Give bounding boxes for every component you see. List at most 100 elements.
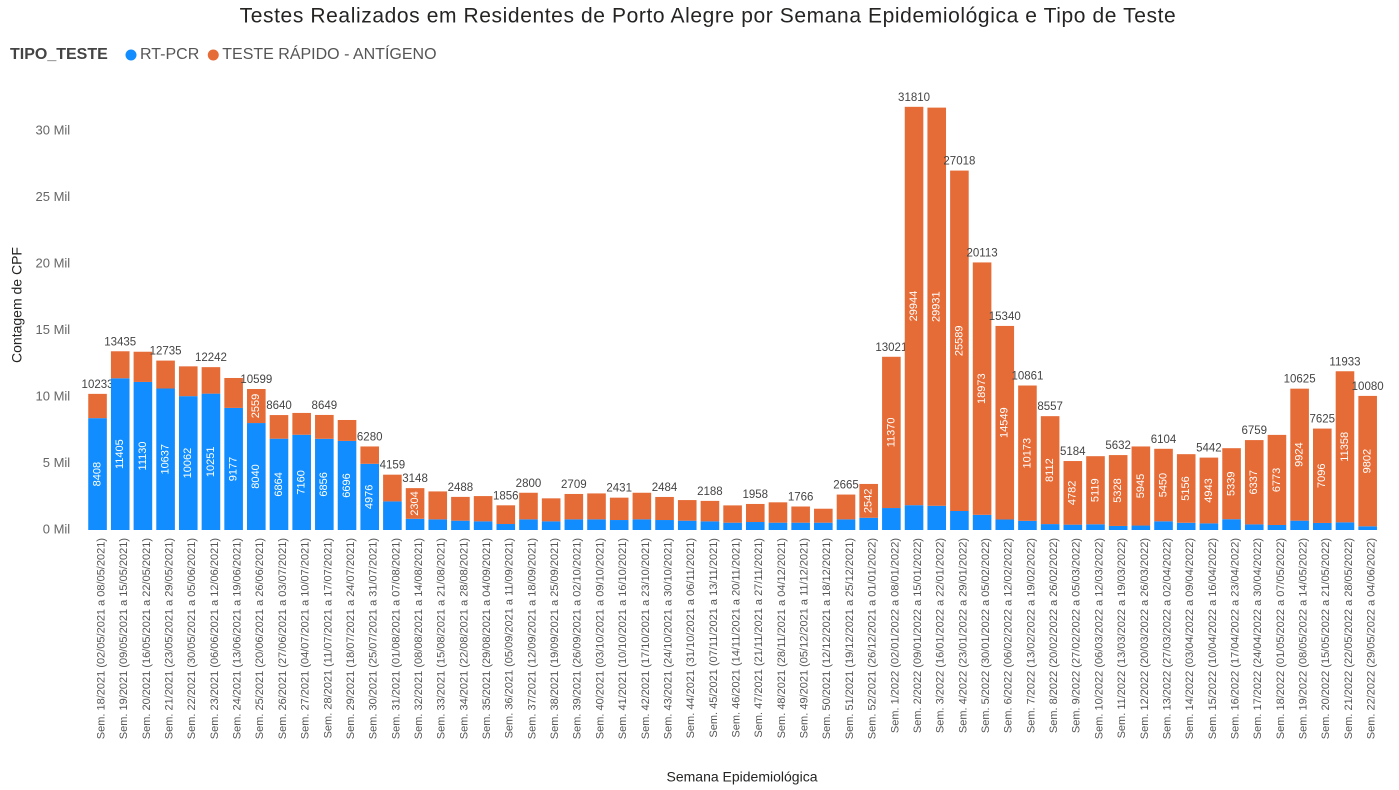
bar-segment <box>723 522 742 530</box>
total-label: 2484 <box>652 482 678 494</box>
bar-segment <box>1063 524 1083 530</box>
x-tick-label: Sem. 48/2021 (28/11/2021 a 04/12/2021) <box>776 538 788 738</box>
bar-segment <box>337 419 357 441</box>
bar-segment <box>1154 448 1173 522</box>
bar-segment <box>609 520 629 530</box>
bar-segment <box>745 503 765 523</box>
data-label: 8112 <box>1044 458 1056 482</box>
bar-segment <box>995 519 1015 530</box>
x-tick-label: Sem. 19/2021 (09/05/2021 a 15/05/2021) <box>118 538 130 739</box>
legend-title: TIPO_TESTE <box>10 46 108 63</box>
bar-segment <box>201 393 221 530</box>
data-label: 10251 <box>205 447 217 478</box>
data-label: 10637 <box>159 444 171 475</box>
total-label: 2709 <box>561 479 587 491</box>
bar-segment <box>88 418 107 530</box>
total-label: 10599 <box>240 374 272 386</box>
bar-segment <box>814 522 833 530</box>
bar-segment <box>927 505 947 530</box>
bar-segment <box>247 423 266 530</box>
data-label: 5339 <box>1225 471 1237 495</box>
bar-segment <box>1040 524 1060 530</box>
x-tick-label: Sem. 36/2021 (05/09/2021 a 11/09/2021) <box>504 538 516 738</box>
total-label: 15340 <box>989 311 1021 323</box>
data-label: 6856 <box>318 472 330 496</box>
bar-segment <box>859 483 878 518</box>
x-tick-label: Sem. 41/2021 (10/10/2021 a 16/10/2021) <box>617 538 629 739</box>
x-tick-label: Sem. 33/2021 (15/08/2021 a 21/08/2021) <box>436 538 448 739</box>
bar-segment <box>360 446 380 464</box>
total-label: 20113 <box>967 247 998 259</box>
legend-marker <box>125 49 137 61</box>
bar-segment <box>1335 522 1355 530</box>
data-label: 6696 <box>341 473 353 497</box>
total-label: 8640 <box>266 400 292 412</box>
bar-segment <box>927 107 947 506</box>
data-label: 6337 <box>1248 470 1260 494</box>
data-label: 5328 <box>1112 478 1124 502</box>
bar-segment <box>1199 457 1219 524</box>
data-label: 9177 <box>228 457 240 481</box>
x-tick-label: Sem. 39/2021 (26/09/2021 a 02/10/2021) <box>572 538 584 739</box>
x-tick-label: Sem. 51/2021 (19/12/2021 a 25/12/2021) <box>844 538 856 739</box>
bar-segment <box>428 491 448 520</box>
bar-segment <box>156 388 175 530</box>
legend-marker <box>207 49 219 61</box>
total-label: 4159 <box>380 460 406 472</box>
x-tick-label: Sem. 5/2022 (30/01/2022 a 05/02/2022) <box>980 538 992 733</box>
bar-segment <box>587 519 606 530</box>
data-label: 5450 <box>1157 473 1169 497</box>
bar-segment <box>473 521 493 530</box>
legend-label: TESTE RÁPIDO - ANTÍGENO <box>222 44 436 63</box>
y-tick-label: 0 Mil <box>43 521 71 536</box>
bar-segment <box>1267 524 1287 530</box>
x-tick-label: Sem. 21/2022 (22/05/2022 a 28/05/2022) <box>1343 538 1355 739</box>
bar-segment <box>1131 525 1151 530</box>
bar-segment <box>1222 519 1241 530</box>
total-label: 11933 <box>1329 356 1360 368</box>
bar-segment <box>519 492 538 520</box>
x-tick-label: Sem. 14/2022 (03/04/2022 a 09/04/2022) <box>1184 538 1196 739</box>
bar-segment <box>383 474 402 502</box>
bar-segment <box>451 496 470 521</box>
x-tick-label: Sem. 7/2022 (13/02/2022 a 19/02/2022) <box>1025 538 1037 733</box>
bar-segment <box>428 519 448 530</box>
x-tick-label: Sem. 6/2022 (06/02/2022 a 12/02/2022) <box>1003 538 1015 733</box>
legend-label: RT-PCR <box>140 46 199 63</box>
data-label: 5119 <box>1089 478 1101 502</box>
bar-segment <box>1018 520 1037 530</box>
data-label: 18973 <box>976 373 988 404</box>
bar-segment <box>791 522 810 530</box>
bar-segment <box>1063 461 1083 525</box>
x-tick-label: Sem. 16/2022 (17/04/2022 a 23/04/2022) <box>1229 538 1241 739</box>
bar-segment <box>768 522 788 530</box>
x-tick-label: Sem. 22/2021 (30/05/2021 a 05/06/2021) <box>186 538 198 739</box>
bar-segment <box>1267 434 1287 525</box>
bar-segment <box>1290 388 1309 521</box>
bar-segment <box>882 356 901 509</box>
x-tick-label: Sem. 29/2021 (18/07/2021 a 24/07/2021) <box>345 538 357 739</box>
data-label: 11370 <box>885 418 897 448</box>
x-tick-label: Sem. 40/2021 (03/10/2021 a 09/10/2021) <box>594 538 606 739</box>
x-tick-label: Sem. 20/2022 (15/05/2022 a 21/05/2022) <box>1320 538 1332 739</box>
bar-segment <box>745 522 765 530</box>
bar-segment <box>405 488 425 519</box>
data-label: 14549 <box>999 407 1011 438</box>
data-label: 4976 <box>364 485 376 509</box>
bar-segment <box>473 496 493 522</box>
total-label: 8557 <box>1037 401 1063 413</box>
data-label: 7160 <box>296 470 308 494</box>
data-label: 7096 <box>1316 464 1328 488</box>
bar-segment <box>178 366 198 397</box>
x-tick-label: Sem. 52/2021 (26/12/2021 a 01/01/2022) <box>867 538 879 739</box>
total-label: 8649 <box>312 400 338 412</box>
total-label: 2188 <box>697 486 723 498</box>
y-tick-label: 30 Mil <box>36 122 71 137</box>
total-label: 10861 <box>1011 371 1043 383</box>
total-label: 10233 <box>82 379 114 391</box>
x-tick-label: Sem. 17/2022 (24/04/2022 a 30/04/2022) <box>1252 538 1264 739</box>
total-label: 3148 <box>402 473 428 485</box>
bar-segment <box>859 517 878 530</box>
data-label: 10173 <box>1021 438 1033 469</box>
